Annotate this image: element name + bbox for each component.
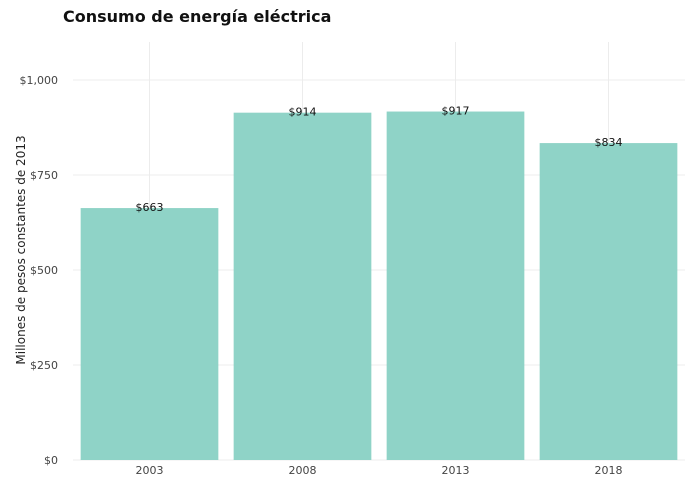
data-labels: $663 $914 $917 $834 [136, 105, 623, 215]
data-label: $917 [442, 105, 470, 118]
x-axis-ticks: 2003 2008 2013 2018 [136, 464, 623, 477]
y-tick-label: $500 [30, 264, 58, 277]
bar[interactable] [80, 208, 219, 460]
y-tick-label: $0 [44, 454, 58, 467]
x-tick-label: 2003 [136, 464, 164, 477]
y-axis-ticks: $0 $250 $500 $750 $1,000 [20, 74, 59, 467]
x-tick-label: 2008 [289, 464, 317, 477]
data-label: $663 [136, 201, 164, 214]
bars [80, 111, 678, 461]
y-tick-label: $1,000 [20, 74, 59, 87]
x-tick-label: 2018 [595, 464, 623, 477]
y-tick-label: $750 [30, 169, 58, 182]
data-label: $834 [595, 136, 623, 149]
bar[interactable] [386, 111, 525, 460]
chart-title: Consumo de energía eléctrica [63, 7, 331, 26]
y-axis-label: Millones de pesos constantes de 2013 [14, 135, 28, 364]
y-tick-label: $250 [30, 359, 58, 372]
data-label: $914 [289, 106, 317, 119]
x-tick-label: 2013 [442, 464, 470, 477]
bar[interactable] [539, 143, 678, 460]
bar[interactable] [233, 112, 372, 461]
